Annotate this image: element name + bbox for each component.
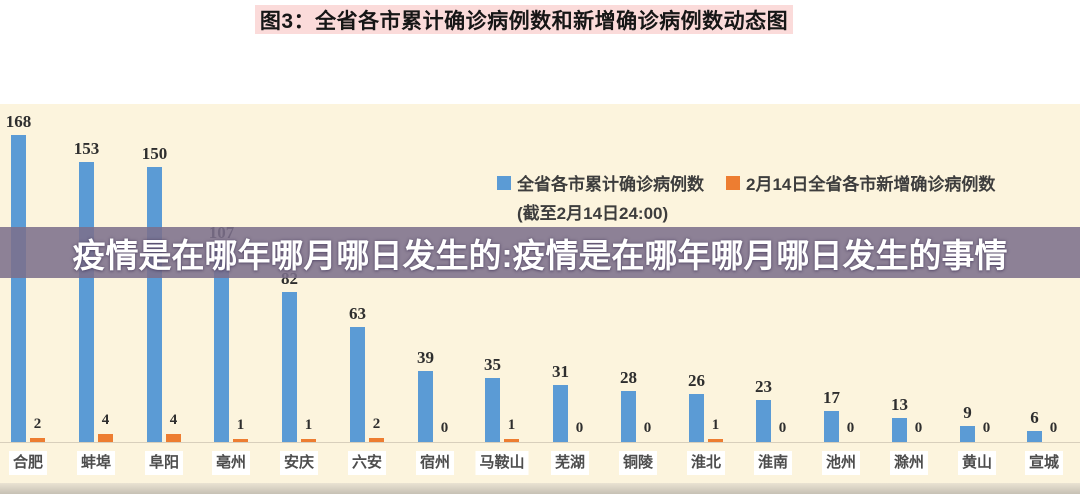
cumulative-bar [485, 378, 500, 442]
new-cases-bar [301, 439, 316, 442]
cumulative-bar [756, 400, 771, 442]
new-cases-value-label: 0 [440, 420, 449, 436]
cumulative-bar [418, 371, 433, 442]
cumulative-bar [11, 135, 26, 442]
new-cases-value-label: 0 [914, 420, 923, 436]
new-cases-value-label: 1 [711, 417, 720, 433]
bottom-shadow-band [0, 483, 1080, 494]
new-cases-bar [30, 438, 45, 442]
cumulative-value-label: 153 [73, 139, 100, 158]
city-label: 芜湖 [550, 451, 590, 475]
cumulative-value-label: 63 [349, 304, 366, 323]
legend-swatch-new-cases [726, 175, 740, 190]
cumulative-value-label: 13 [891, 395, 908, 414]
new-cases-value-label: 1 [236, 417, 245, 433]
new-cases-bar [504, 439, 519, 442]
chart-title-bar: 图3：全省各市累计确诊病例数和新增确诊病例数动态图 [255, 5, 793, 34]
cumulative-value-label: 9 [963, 403, 972, 422]
overlay-caption-banner: 疫情是在哪年哪月哪日发生的:疫情是在哪年哪月哪日发生的事情 [0, 227, 1080, 278]
new-cases-value-label: 4 [101, 412, 110, 428]
new-cases-bar [369, 438, 384, 442]
new-cases-value-label: 0 [846, 420, 855, 436]
legend-sublabel-cutoff-date: (截至2月14日24:00) [517, 204, 669, 223]
cumulative-bar [621, 391, 636, 442]
cumulative-bar [892, 418, 907, 442]
cumulative-bar [960, 426, 975, 442]
cumulative-bar [350, 327, 365, 442]
new-cases-value-label: 2 [33, 416, 42, 432]
cumulative-bar [824, 411, 839, 442]
legend-label-cumulative: 全省各市累计确诊病例数 [517, 175, 704, 194]
new-cases-value-label: 1 [304, 417, 313, 433]
cumulative-bar [79, 162, 94, 442]
city-label: 安庆 [279, 451, 319, 475]
cumulative-value-label: 150 [141, 144, 168, 163]
legend-item-new-cases: 2月14日全省各市新增确诊病例数 [726, 170, 995, 195]
city-label: 淮南 [753, 451, 793, 475]
new-cases-value-label: 2 [372, 416, 381, 432]
overlay-caption-text: 疫情是在哪年哪月哪日发生的:疫情是在哪年哪月哪日发生的事情 [72, 236, 1008, 274]
cumulative-value-label: 26 [688, 371, 705, 390]
city-label: 黄山 [957, 451, 997, 475]
city-label: 亳州 [211, 451, 251, 475]
x-axis-line [0, 442, 1080, 443]
new-cases-value-label: 1 [507, 417, 516, 433]
new-cases-value-label: 4 [169, 412, 178, 428]
legend-label-new-cases: 2月14日全省各市新增确诊病例数 [746, 175, 996, 194]
cumulative-value-label: 17 [823, 388, 840, 407]
new-cases-value-label: 0 [1049, 420, 1058, 436]
cumulative-bar [553, 385, 568, 442]
new-cases-bar [166, 434, 181, 442]
new-cases-value-label: 0 [982, 420, 991, 436]
new-cases-bar [708, 439, 723, 442]
cumulative-value-label: 31 [552, 362, 569, 381]
cumulative-bar [147, 167, 162, 442]
city-label: 宣城 [1024, 451, 1064, 475]
cumulative-value-label: 28 [620, 368, 637, 387]
city-label: 阜阳 [144, 451, 184, 475]
city-label: 淮北 [686, 451, 726, 475]
city-label: 六安 [347, 451, 387, 475]
chart-title: 图3：全省各市累计确诊病例数和新增确诊病例数动态图 [259, 9, 789, 33]
city-label: 马鞍山 [475, 451, 529, 475]
city-label: 合肥 [8, 451, 48, 475]
cumulative-value-label: 35 [484, 355, 501, 374]
legend-item-cumulative: 全省各市累计确诊病例数 [497, 170, 704, 195]
cumulative-value-label: 6 [1030, 408, 1039, 427]
cumulative-bar [214, 246, 229, 442]
new-cases-value-label: 0 [778, 420, 787, 436]
city-label: 池州 [821, 451, 861, 475]
legend-swatch-cumulative [497, 175, 511, 190]
new-cases-value-label: 0 [575, 420, 584, 436]
city-label: 宿州 [415, 451, 455, 475]
new-cases-bar [233, 439, 248, 442]
city-label: 蚌埠 [76, 451, 116, 475]
cumulative-bar [689, 394, 704, 442]
cumulative-value-label: 23 [755, 377, 772, 396]
new-cases-value-label: 0 [643, 420, 652, 436]
city-label: 铜陵 [618, 451, 658, 475]
city-label: 滁州 [889, 451, 929, 475]
cumulative-bar [1027, 431, 1042, 442]
cumulative-value-label: 39 [417, 348, 434, 367]
cumulative-value-label: 168 [5, 112, 32, 131]
new-cases-bar [98, 434, 113, 442]
cumulative-bar [282, 292, 297, 442]
